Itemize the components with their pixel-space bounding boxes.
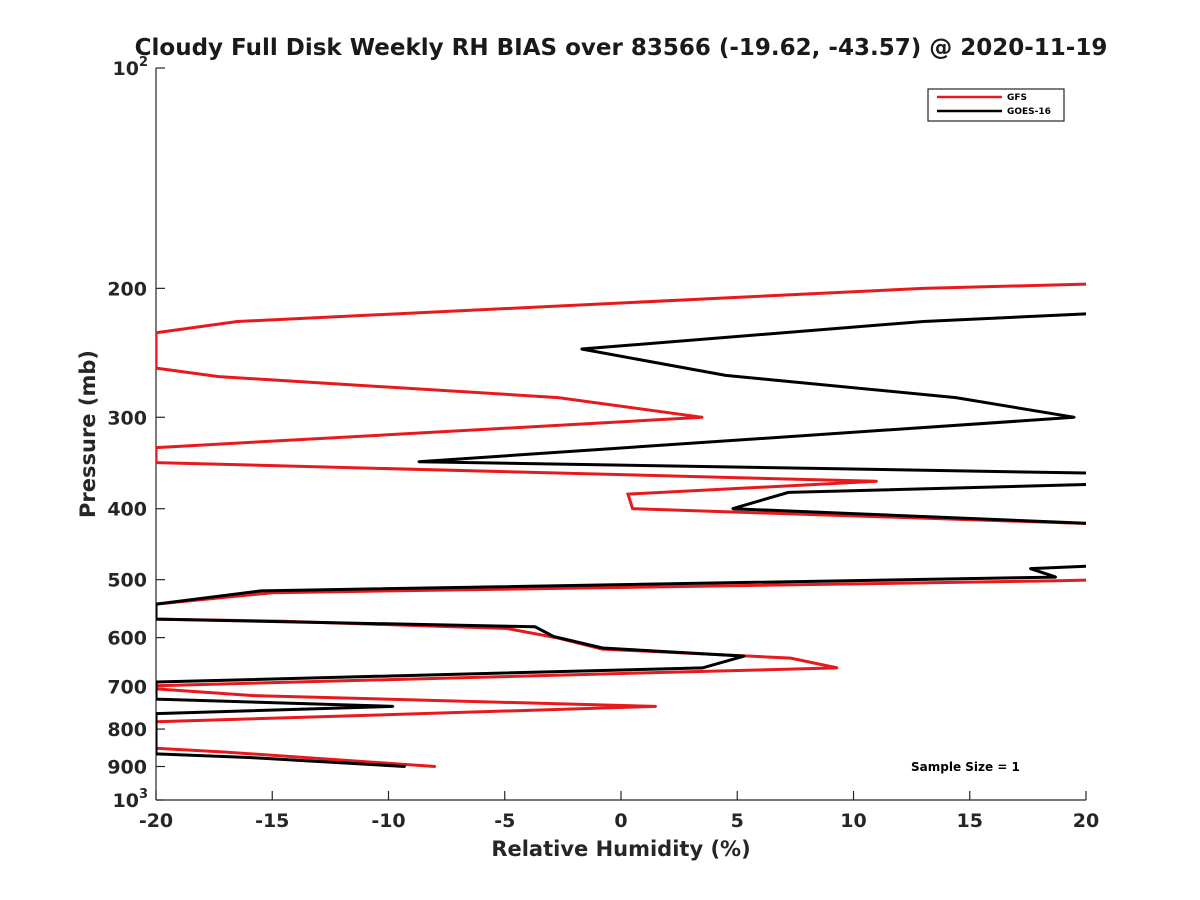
data-point-goes-16: [1054, 575, 1058, 579]
x-tick-label: -20: [139, 810, 173, 832]
y-tick-label: 400: [107, 499, 147, 521]
data-point-gfs: [252, 694, 255, 697]
y-tick-label-exponent: 3: [139, 787, 148, 802]
y-tick-label: 102: [113, 55, 149, 80]
data-point-goes-16: [1108, 472, 1110, 474]
data-point-gfs: [224, 750, 227, 754]
data-point-goes-16: [724, 374, 727, 377]
legend-label-goes-16: GOES-16: [1007, 107, 1051, 117]
data-point-goes-16: [1108, 483, 1110, 485]
data-point-goes-16: [156, 680, 158, 684]
data-point-goes-16: [1073, 416, 1076, 419]
legend-box: [927, 88, 1065, 122]
data-point-goes-16: [701, 666, 704, 670]
x-tick-label: -5: [494, 810, 515, 832]
data-point-goes-16: [922, 320, 925, 323]
data-point-goes-16: [156, 602, 158, 606]
data-point-goes-16: [417, 460, 420, 463]
data-point-goes-16: [156, 712, 158, 715]
chart-title: Cloudy Full Disk Weekly RH BIAS over 835…: [135, 35, 1108, 61]
x-tick-label: 0: [614, 810, 627, 832]
x-axis-label: Relative Humidity (%): [491, 837, 750, 861]
data-point-goes-16: [391, 705, 395, 708]
data-point-gfs: [626, 492, 630, 496]
data-point-gfs: [836, 666, 839, 670]
data-point-gfs: [156, 366, 158, 370]
data-point-gfs: [1049, 579, 1053, 583]
data-point-goes-16: [954, 396, 957, 399]
x-ticks: -20 -15 -10 -5 0 5 10 15 20: [139, 791, 1099, 832]
data-point-gfs: [433, 765, 437, 768]
x-tick-label: -10: [371, 810, 405, 832]
data-point-goes-16: [533, 625, 537, 628]
y-tick-label: 200: [107, 278, 147, 300]
data-point-gfs: [156, 331, 158, 334]
y-axis-label: Pressure (mb): [76, 350, 100, 518]
data-point-goes-16: [731, 507, 734, 510]
legend-label-gfs: GFS: [1007, 93, 1027, 103]
data-point-goes-16: [1029, 567, 1032, 570]
data-point-gfs: [922, 287, 925, 290]
y-tick-label: 900: [107, 757, 147, 779]
y-tick-label: 700: [107, 677, 147, 699]
data-point-goes-16: [156, 697, 158, 701]
y-tick-label-exponent: 2: [139, 55, 148, 70]
sample-size-annotation: Sample Size = 1: [911, 760, 1020, 774]
data-point-gfs: [701, 416, 704, 419]
data-point-goes-16: [552, 635, 555, 638]
data-point-gfs: [631, 507, 634, 510]
y-tick-label: 103: [113, 787, 149, 812]
data-point-goes-16: [156, 752, 158, 756]
data-point-gfs: [505, 627, 509, 630]
data-point-goes-16: [743, 654, 746, 658]
x-tick-label: 20: [1073, 810, 1099, 832]
data-point-gfs: [557, 396, 560, 399]
data-point-goes-16: [787, 491, 790, 494]
data-point-gfs: [1108, 523, 1110, 525]
data-point-goes-16: [601, 646, 604, 650]
legend: GFS GOES-16: [927, 88, 1065, 122]
series-line-gfs: [156, 282, 1086, 768]
data-point-gfs: [789, 656, 792, 660]
y-tick-label: 600: [107, 628, 147, 650]
x-tick-label: 15: [957, 810, 983, 832]
data-point-gfs: [875, 480, 878, 483]
data-point-goes-16: [1108, 564, 1110, 566]
data-point-goes-16: [259, 589, 262, 593]
data-point-gfs: [217, 375, 220, 378]
data-point-goes-16: [1108, 312, 1110, 314]
data-point-gfs: [654, 705, 658, 708]
data-point-goes-16: [247, 756, 251, 759]
data-point-goes-16: [156, 617, 158, 621]
series-layer: [156, 282, 1110, 768]
data-point-gfs: [156, 461, 158, 464]
x-tick-label: 10: [840, 810, 866, 832]
y-tick-label-base: 10: [113, 790, 139, 812]
y-tick-label: 300: [107, 407, 147, 429]
x-tick-label: 5: [731, 810, 744, 832]
data-point-goes-16: [403, 765, 406, 768]
data-point-goes-16: [580, 347, 583, 351]
data-point-gfs: [1108, 578, 1110, 580]
data-point-gfs: [156, 446, 158, 449]
data-point-goes-16: [1108, 523, 1110, 525]
y-tick-label: 500: [107, 570, 147, 592]
data-point-gfs: [236, 320, 239, 323]
y-tick-label: 800: [107, 719, 147, 741]
x-tick-label: -15: [255, 810, 289, 832]
data-point-gfs: [1108, 282, 1110, 284]
series-line-goes-16: [156, 312, 1086, 768]
y-tick-label-base: 10: [113, 58, 139, 80]
